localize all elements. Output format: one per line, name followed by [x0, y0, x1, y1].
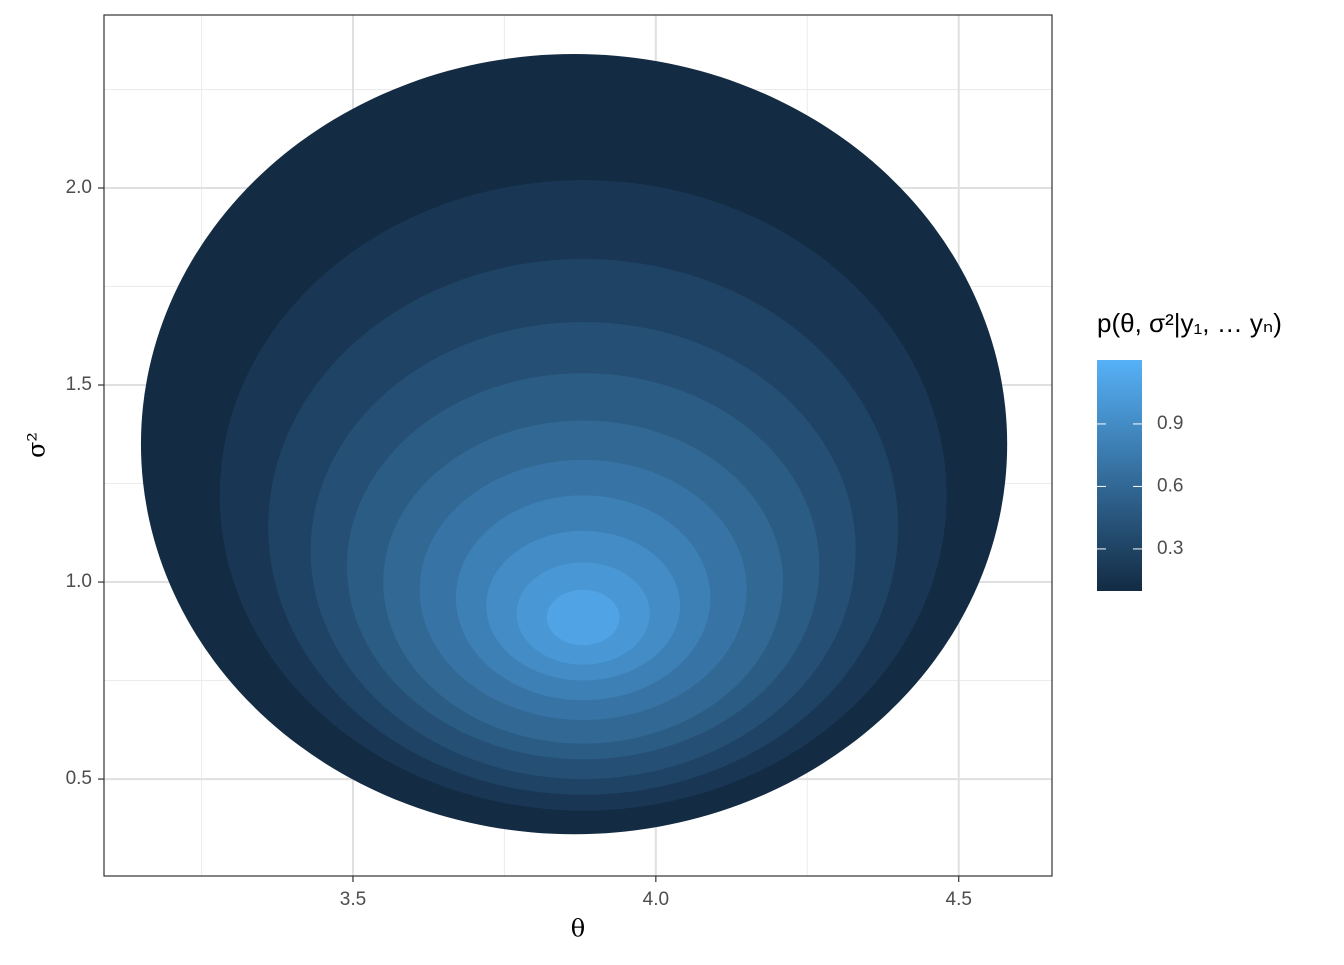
y-tick-label: 0.5 — [66, 768, 92, 789]
legend-title: p(θ, σ²|y₁, … yₙ) — [1097, 308, 1282, 338]
contours — [140, 54, 1008, 835]
legend-tick-label: 0.3 — [1157, 538, 1183, 559]
y-axis-title: σ² — [23, 432, 51, 458]
y-tick-label: 1.0 — [66, 571, 92, 592]
legend-colorbar — [1097, 360, 1142, 591]
legend-tick-label: 0.9 — [1157, 413, 1183, 434]
x-tick-label: 4.0 — [643, 889, 669, 910]
contour-band — [546, 589, 620, 646]
axes: 3.5 4.0 4.5 0.5 1.0 1.5 2.0 — [66, 177, 972, 910]
legend: 0.3 0.6 0.9 — [1097, 413, 1183, 559]
y-tick-label: 1.5 — [66, 374, 92, 395]
x-tick-label: 3.5 — [340, 889, 366, 910]
x-axis-title: θ — [571, 915, 585, 943]
panel-border — [103, 14, 1053, 877]
x-tick-label: 4.5 — [946, 889, 972, 910]
legend-tick-label: 0.6 — [1157, 475, 1183, 496]
y-tick-label: 2.0 — [66, 177, 92, 198]
